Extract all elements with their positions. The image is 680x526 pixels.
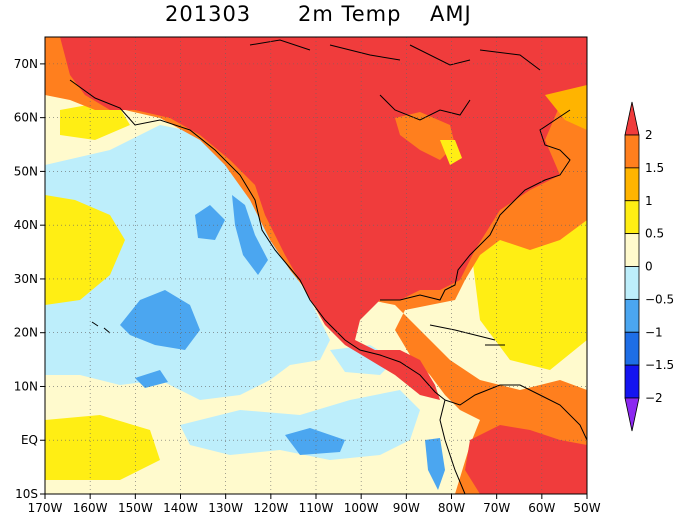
region-pale-blue-pacific (45, 125, 330, 400)
lon-tick-label: 170W (28, 501, 63, 515)
region-yellow-west-pacific (45, 195, 125, 305)
lon-tick-label: 140W (163, 501, 198, 515)
lat-tick-label: 40N (14, 218, 38, 232)
lon-tick-label: 130W (208, 501, 243, 515)
lat-tick-label: EQ (21, 433, 38, 447)
coastline-arctic-islands (249, 39, 541, 71)
colorbar-segment (624, 298, 640, 333)
lon-tick-label: 120W (253, 501, 288, 515)
region-yellow-lake (440, 140, 462, 165)
colorbar-arrow-top (624, 101, 640, 136)
colorbar-label: −2 (645, 391, 663, 405)
region-red-north-america (60, 37, 587, 400)
coastline-hawaii (91, 321, 111, 334)
region-yellow-atlantic (470, 205, 587, 370)
lat-tick-label: 70N (14, 57, 38, 71)
lon-tick-label: 60W (528, 501, 555, 515)
lon-tick-label: 160W (73, 501, 108, 515)
lon-tick-label: 50W (573, 501, 600, 515)
colorbar-label: −1.5 (645, 358, 674, 372)
lon-tick-label: 150W (118, 501, 153, 515)
colorbar-label: 1.5 (645, 161, 664, 175)
lat-tick-label: 30N (14, 272, 38, 286)
colorbar-label: −0.5 (645, 292, 674, 306)
colorbar: 2 1.5 1 0.5 0 −0.5 −1 −1.5 −2 (624, 101, 674, 432)
colorbar-segment (624, 266, 640, 300)
map-title: 201303 2m Temp AMJ (0, 2, 680, 30)
region-orange-great-lakes (395, 112, 455, 160)
coastline-hudson-bay (379, 94, 471, 121)
region-pale-blue-tropical (180, 390, 420, 460)
lon-tick-label: 70W (483, 501, 510, 515)
lat-tick-label: 10N (14, 379, 38, 393)
lon-tick-label: 110W (299, 501, 334, 515)
lat-tick-label: 50N (14, 164, 38, 178)
colorbar-label: 0 (645, 260, 653, 274)
colorbar-segment (624, 200, 640, 235)
colorbar-segment (624, 233, 640, 267)
colorbar-label: 1 (645, 194, 653, 208)
lat-tick-label: 20N (14, 326, 38, 340)
lon-tick-label: 100W (344, 501, 379, 515)
title-date: 201303 (165, 2, 252, 26)
colorbar-label: 2 (645, 128, 653, 142)
lon-tick-label: 80W (438, 501, 465, 515)
region-blue-panama (425, 438, 445, 490)
region-blue-equatorial (285, 428, 345, 455)
region-red-south-america (465, 425, 587, 494)
colorbar-label: 0.5 (645, 227, 664, 241)
graticule (45, 37, 587, 494)
title-season: AMJ (430, 2, 472, 26)
lon-tick-label: 90W (393, 501, 420, 515)
region-blue-south-1 (135, 370, 168, 388)
region-orange-eastern-canada (545, 85, 587, 130)
region-blue-northeast-pacific (195, 205, 225, 240)
region-blue-central-pacific (120, 290, 200, 350)
colorbar-segment (624, 134, 640, 169)
region-yellow-south (45, 415, 160, 480)
lat-tick-label: 60N (14, 111, 38, 125)
colorbar-segment (624, 167, 640, 202)
colorbar-arrow-bottom (624, 397, 640, 432)
colorbar-label: −1 (645, 325, 663, 339)
latitude-axis: 70N 60N 50N 40N 30N 20N 10N EQ 10S (14, 57, 45, 501)
colorbar-segment (624, 331, 640, 366)
colorbar-segment (624, 364, 640, 399)
coastline-north-america (69, 79, 571, 401)
region-blue-coast (232, 195, 268, 275)
title-variable: 2m Temp (298, 2, 402, 26)
longitude-axis: 170W 160W 150W 140W 130W 120W 110W 100W 90W 80W 70… (28, 494, 601, 515)
lat-tick-label: 10S (15, 487, 38, 501)
